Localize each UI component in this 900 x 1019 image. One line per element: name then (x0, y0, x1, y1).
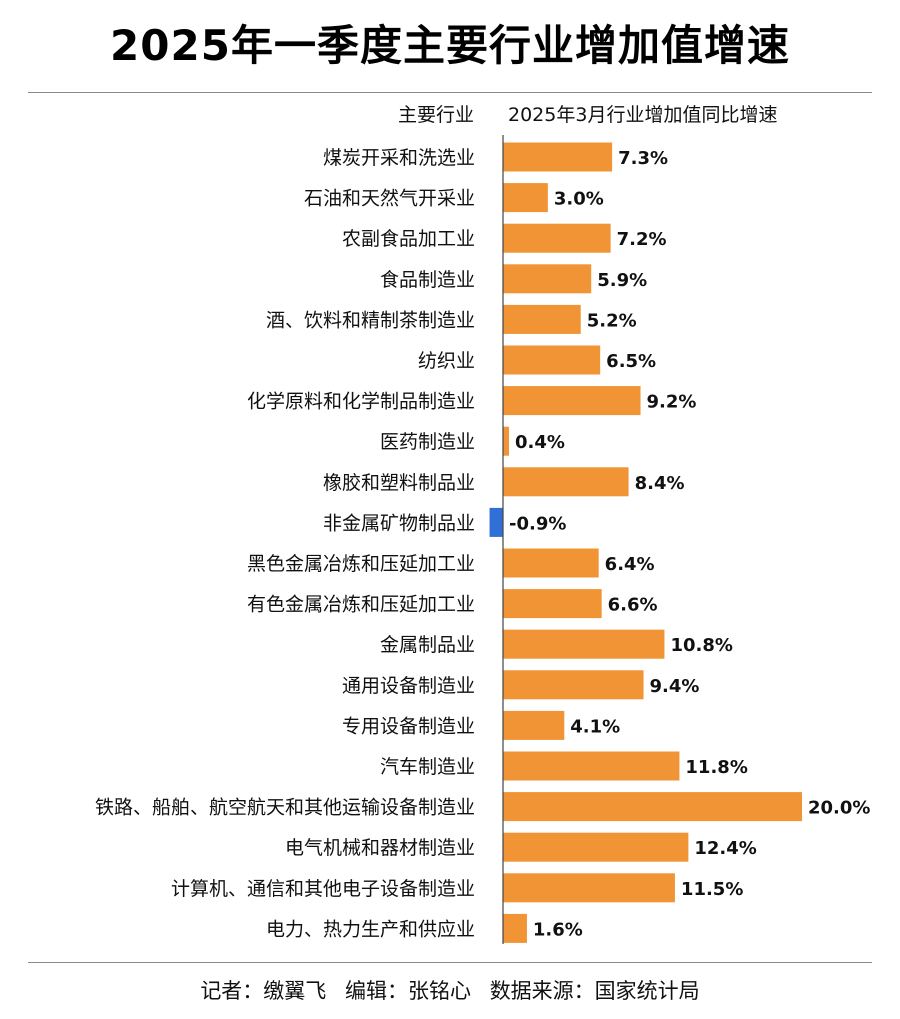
category-label: 计算机、通信和其他电子设备制造业 (171, 878, 475, 900)
bar (503, 873, 675, 903)
value-label: 6.5% (606, 351, 656, 372)
bar (503, 345, 601, 375)
value-label: 6.4% (605, 554, 655, 575)
category-column-header: 主要行业 (397, 104, 474, 126)
footer-credits: 记者：缴翼飞 编辑：张铭心 数据来源：国家统计局 (0, 976, 900, 1006)
value-label: 20.0% (808, 798, 870, 819)
category-label: 酒、饮料和精制茶制造业 (266, 309, 475, 331)
value-label: 5.2% (587, 310, 637, 331)
value-label: 8.4% (635, 473, 685, 494)
bar (503, 142, 613, 172)
category-label: 农副食品加工业 (342, 228, 475, 250)
category-label: 食品制造业 (380, 269, 475, 291)
value-label: 11.8% (685, 757, 747, 778)
value-label: 9.4% (650, 676, 700, 697)
value-label: 5.9% (597, 270, 647, 291)
bottom-divider (28, 962, 872, 963)
category-label: 石油和天然气开采业 (304, 188, 475, 210)
bar (503, 386, 641, 416)
bar (503, 751, 680, 781)
bar (503, 792, 802, 822)
category-label: 铁路、船舶、航空航天和其他运输设备制造业 (95, 797, 475, 819)
top-divider (28, 92, 872, 93)
bar (503, 223, 611, 253)
category-label: 纺织业 (418, 350, 475, 372)
category-label: 有色金属冶炼和压延加工业 (247, 594, 475, 616)
bar (503, 589, 602, 619)
bar (503, 548, 599, 578)
category-label: 电力、热力生产和供应业 (266, 918, 475, 940)
value-label: 10.8% (670, 635, 732, 656)
value-label: 12.4% (694, 838, 756, 859)
bar (503, 913, 527, 943)
category-label: 化学原料和化学制品制造业 (247, 391, 475, 413)
value-label: 11.5% (681, 879, 743, 900)
category-label: 通用设备制造业 (342, 675, 475, 697)
bar (503, 467, 629, 497)
category-label: 医药制造业 (380, 431, 475, 453)
category-label: 非金属矿物制品业 (323, 512, 475, 534)
value-label: -0.9% (509, 513, 566, 534)
category-label: 汽车制造业 (380, 756, 475, 778)
value-label: 9.2% (647, 392, 697, 413)
category-label: 橡胶和塑料制品业 (323, 472, 475, 494)
category-label: 金属制品业 (380, 634, 475, 656)
value-label: 3.0% (554, 189, 604, 210)
bar (503, 629, 665, 659)
bar (503, 710, 565, 740)
bar (503, 670, 644, 700)
editor-credit: 编辑：张铭心 (345, 979, 471, 1003)
category-label: 煤炭开采和洗选业 (323, 147, 475, 169)
chart-title: 2025年一季度主要行业增加值增速 (110, 21, 790, 70)
value-label: 0.4% (515, 432, 565, 453)
value-label: 1.6% (533, 919, 583, 940)
bar (503, 304, 581, 334)
reporter-credit: 记者：缴翼飞 (200, 979, 327, 1003)
category-label: 电气机械和器材制造业 (285, 837, 475, 859)
data-source: 数据来源：国家统计局 (489, 979, 700, 1003)
bar (503, 426, 509, 456)
bar (503, 264, 592, 294)
category-label: 黑色金属冶炼和压延加工业 (247, 553, 475, 575)
bar (503, 832, 689, 862)
bar (503, 183, 548, 213)
value-label: 6.6% (608, 595, 658, 616)
value-label: 7.2% (617, 229, 667, 250)
bar (489, 507, 503, 537)
value-column-header: 2025年3月行业增加值同比增速 (508, 104, 778, 126)
category-label: 专用设备制造业 (342, 715, 475, 737)
value-label: 7.3% (618, 148, 668, 169)
value-label: 4.1% (570, 716, 620, 737)
